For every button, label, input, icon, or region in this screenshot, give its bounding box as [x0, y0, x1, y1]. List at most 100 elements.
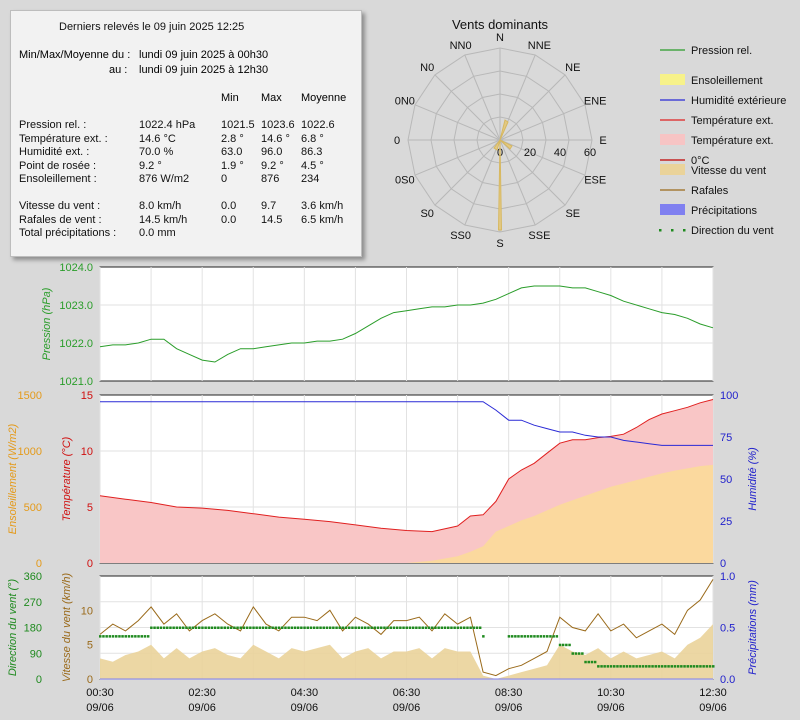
rose-direction-label: ENE [584, 96, 607, 108]
stat-min: 0.0 [221, 213, 237, 226]
stat-avg: 6.5 km/h [301, 213, 344, 226]
wind-direction-dot [625, 665, 629, 668]
wind-direction-dot [143, 635, 147, 638]
wind-direction-dot [111, 635, 115, 638]
wind-direction-dot [584, 660, 587, 664]
wind-direction-dot [689, 665, 693, 668]
stat-value: 70.0 % [139, 146, 174, 158]
wind-direction-dot [577, 652, 581, 655]
gust-line [99, 579, 714, 677]
wind-direction-dot [249, 626, 252, 629]
stat-value: 1022.4 hPa [139, 119, 196, 131]
stat-min: 0.0 [221, 200, 237, 212]
wind-direction-dot [402, 626, 405, 629]
x-tick-time: 12:30 [699, 687, 727, 699]
wind-direction-dot [284, 626, 287, 629]
wind-direction-dot [223, 626, 226, 629]
legend-label: Ensoleillement [691, 75, 763, 87]
humidity-tick: 75 [720, 432, 732, 444]
legend-label: Précipitations [691, 205, 758, 217]
wind-direction-dot [533, 635, 536, 638]
legend-swatch-box [660, 74, 685, 85]
rain-tick: 0.0 [720, 674, 735, 686]
wind-direction-dot [523, 635, 527, 638]
period-to-label: au : [109, 64, 128, 76]
pressure-tick: 1023.0 [59, 300, 93, 312]
wind-direction-dot [565, 643, 568, 647]
stat-min: 1.9 ° [221, 159, 244, 172]
wind-direction-dot [210, 626, 214, 629]
wind-direction-dot [300, 626, 303, 629]
rose-direction-label: 0S0 [395, 174, 415, 186]
wind-direction-dot [220, 626, 223, 629]
col-min: Min [221, 92, 239, 104]
legend-swatch-dot [671, 229, 674, 232]
wind-direction-dot [290, 626, 294, 629]
wind-direction-dot [549, 635, 552, 638]
wind-direction-dot [667, 665, 670, 668]
stat-label: Humidité ext. : [19, 146, 90, 158]
wind-direction-dot [153, 626, 156, 629]
wind-direction-dot [517, 635, 520, 638]
wind-direction-dot [680, 665, 683, 668]
stat-avg: 3.6 km/h [301, 200, 344, 212]
wind-direction-dot [274, 626, 278, 629]
rose-direction-label: N0 [420, 62, 434, 74]
wind-direction-dot [348, 626, 351, 629]
wind-direction-dot [108, 635, 112, 638]
stat-max: 96.0 [261, 146, 283, 158]
stats-panel: Derniers relevés le 09 juin 2025 12:25 M… [10, 10, 362, 257]
wind-direction-dot [130, 635, 134, 638]
direction-tick: 0 [36, 674, 42, 686]
wind-direction-dot [645, 665, 648, 668]
humidity-tick: 100 [720, 390, 738, 402]
wind-direction-dot [332, 626, 335, 629]
stat-max: 1023.6 [261, 119, 295, 131]
wind-direction-dot [306, 626, 309, 629]
wind-direction-dot [255, 626, 258, 629]
wind-direction-dot [459, 626, 463, 629]
wind-direction-dot [411, 626, 415, 629]
wind-direction-dot [182, 626, 185, 629]
wind-direction-dot [357, 626, 361, 629]
speed-tick: 10 [81, 605, 93, 617]
wind-direction-dot [217, 626, 220, 629]
direction-axis-label: Direction du vent (°) [7, 579, 19, 677]
rose-spoke [434, 139, 501, 206]
wind-direction-dot [418, 626, 421, 629]
wind-direction-dot [115, 635, 118, 638]
wind-direction-dot [635, 665, 638, 668]
temperature-axis-label: Température (°C) [61, 436, 73, 521]
rose-direction-label: ESE [584, 174, 606, 186]
wind-direction-dot [475, 626, 479, 629]
rose-direction-label: E [599, 135, 606, 147]
wind-direction-dot [654, 665, 657, 668]
wind-direction-dot [159, 626, 163, 629]
wind-direction-dot [478, 626, 482, 629]
wind-direction-dot [536, 635, 539, 638]
rain-tick: 1.0 [720, 571, 735, 583]
wind-direction-dot [699, 665, 702, 668]
legend-label: Température ext. [691, 135, 774, 147]
wind-direction-dot [395, 626, 399, 629]
speed-axis-label: Vitesse du vent (km/h) [61, 573, 73, 683]
x-tick-date: 09/06 [86, 702, 114, 714]
wind-direction-dot [335, 626, 338, 629]
wind-direction-dot [683, 665, 686, 668]
wind-direction-dot [185, 626, 188, 629]
rose-petal-ssw [493, 139, 501, 151]
rose-direction-label: S0 [420, 208, 433, 220]
wind-direction-dot [616, 665, 619, 668]
stat-min: 0 [221, 173, 228, 185]
wind-direction-dot [660, 665, 664, 668]
wind-direction-dot [367, 626, 370, 629]
wind-direction-dot [392, 626, 396, 629]
stat-label: Pression rel. : [19, 119, 87, 131]
rose-spoke [464, 54, 501, 141]
wind-direction-dot [469, 626, 472, 629]
rose-direction-label: NNE [528, 40, 551, 52]
rose-direction-label: N [496, 32, 504, 44]
wind-direction-dot [530, 635, 533, 638]
wind-direction-dot [587, 660, 590, 664]
stat-avg: 4.5 ° [301, 159, 324, 172]
